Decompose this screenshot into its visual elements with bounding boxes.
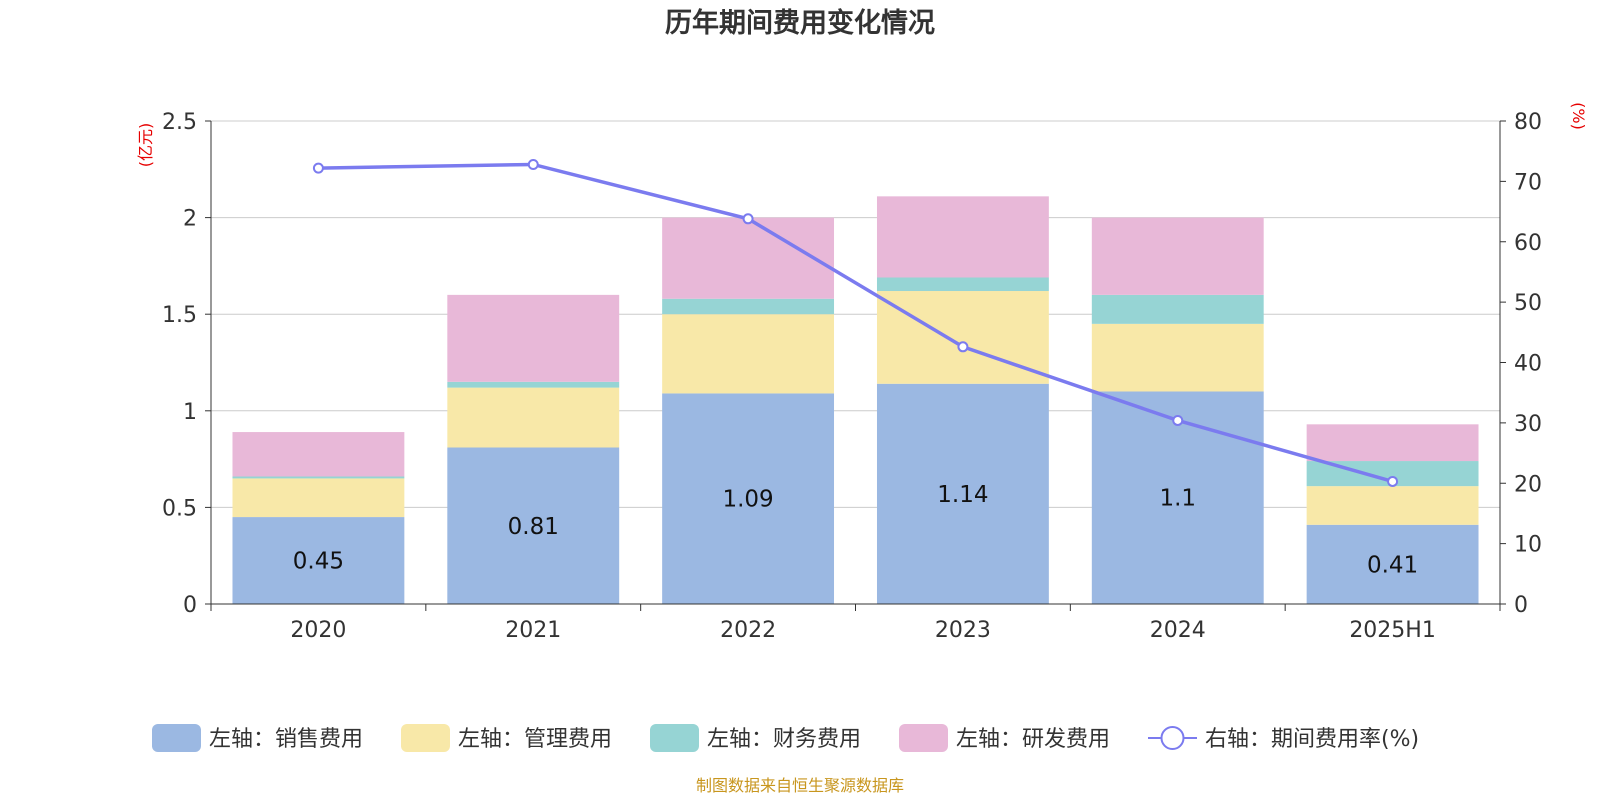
- bar-3-5: [1306, 424, 1479, 462]
- bar-0-5: [1306, 524, 1479, 604]
- right-tick-label: 20: [1514, 472, 1542, 497]
- rate-line-group: [312, 158, 1399, 487]
- rate-point: [1172, 414, 1184, 426]
- bar-0-3: [876, 383, 1049, 604]
- bar-group: [232, 196, 1479, 604]
- rate-point: [1387, 475, 1399, 487]
- bar-1-5: [1306, 486, 1479, 525]
- bar-2-2: [662, 298, 835, 315]
- bar-2-1: [447, 381, 620, 388]
- rate-line: [318, 162, 1394, 484]
- legend-marker-swatch: [1160, 726, 1185, 750]
- bar-3-4: [1091, 217, 1264, 295]
- legend-swatch: [152, 724, 201, 752]
- x-tick-label: 2022: [720, 618, 776, 643]
- bar-0-1: [447, 447, 620, 604]
- right-tick-label: 70: [1514, 170, 1542, 195]
- gridlines: [211, 120, 1500, 508]
- left-axis-unit: (亿元): [136, 123, 155, 168]
- bar-data-label: 0.45: [293, 549, 344, 575]
- bar-0-0: [232, 517, 405, 604]
- bar-data-label: 1.14: [937, 482, 988, 508]
- data-labels: 0.45 0.81 1.09 1.14 1.1 0.41: [293, 482, 1418, 579]
- left-tick-label: 1: [183, 400, 197, 425]
- legend-label: 右轴：期间费用率(%): [1205, 727, 1419, 752]
- bar-data-label: 0.41: [1367, 552, 1418, 578]
- x-tick-label: 2025H1: [1349, 618, 1436, 643]
- bar-3-2: [662, 217, 835, 299]
- bar-1-1: [447, 387, 620, 448]
- chart-title: 历年期间费用变化情况: [665, 7, 935, 39]
- right-tick-label: 50: [1514, 291, 1542, 316]
- x-tick-label: 2020: [290, 618, 346, 643]
- x-tick-label: 2021: [505, 618, 561, 643]
- right-tick-label: 60: [1514, 231, 1542, 256]
- source-note: 制图数据来自恒生聚源数据库: [696, 776, 904, 795]
- bar-0-2: [662, 393, 835, 604]
- bar-3-0: [232, 432, 405, 477]
- rate-point: [312, 162, 324, 174]
- rate-point: [957, 341, 969, 353]
- bar-1-4: [1091, 323, 1264, 392]
- legend-label: 左轴：研发费用: [956, 727, 1110, 752]
- bar-2-4: [1091, 294, 1264, 324]
- rate-point: [742, 213, 754, 225]
- axes: 0 0.5 1 1.5 2 2.5 0 10 20 30 40 50 60 70 80 2020 2021 202…: [162, 110, 1542, 643]
- legend-swatch: [899, 724, 948, 752]
- bar-3-1: [447, 294, 620, 382]
- bar-data-label: 1.09: [722, 487, 773, 513]
- bar-1-0: [232, 478, 405, 518]
- bar-0-4: [1091, 391, 1264, 604]
- bar-data-label: 0.81: [508, 514, 559, 540]
- bar-2-0: [232, 476, 405, 479]
- legend: 左轴：销售费用 左轴：管理费用 左轴：财务费用 左轴：研发费用 右轴：期间费用率(%): [152, 724, 1419, 752]
- legend-swatch: [650, 724, 699, 752]
- left-tick-label: 0.5: [162, 496, 197, 521]
- right-tick-label: 80: [1514, 110, 1542, 135]
- rate-point: [527, 158, 539, 170]
- x-tick-label: 2023: [935, 618, 991, 643]
- left-tick-label: 1.5: [162, 303, 197, 328]
- x-tick-label: 2024: [1150, 618, 1206, 643]
- right-tick-label: 10: [1514, 533, 1542, 558]
- legend-label: 左轴：管理费用: [458, 727, 612, 752]
- left-tick-label: 2.5: [162, 110, 197, 135]
- bar-data-label: 1.1: [1159, 486, 1196, 512]
- bar-2-3: [876, 277, 1049, 292]
- right-tick-label: 30: [1514, 412, 1542, 437]
- right-tick-label: 0: [1514, 593, 1528, 618]
- left-tick-label: 2: [183, 207, 197, 232]
- right-tick-label: 40: [1514, 352, 1542, 377]
- bar-1-3: [876, 291, 1049, 384]
- legend-label: 左轴：销售费用: [209, 727, 363, 752]
- bar-1-2: [662, 314, 835, 394]
- right-axis-unit: (%): [1569, 102, 1588, 130]
- left-tick-label: 0: [183, 593, 197, 618]
- legend-swatch: [401, 724, 450, 752]
- legend-label: 左轴：财务费用: [707, 727, 861, 752]
- bar-3-3: [876, 196, 1049, 278]
